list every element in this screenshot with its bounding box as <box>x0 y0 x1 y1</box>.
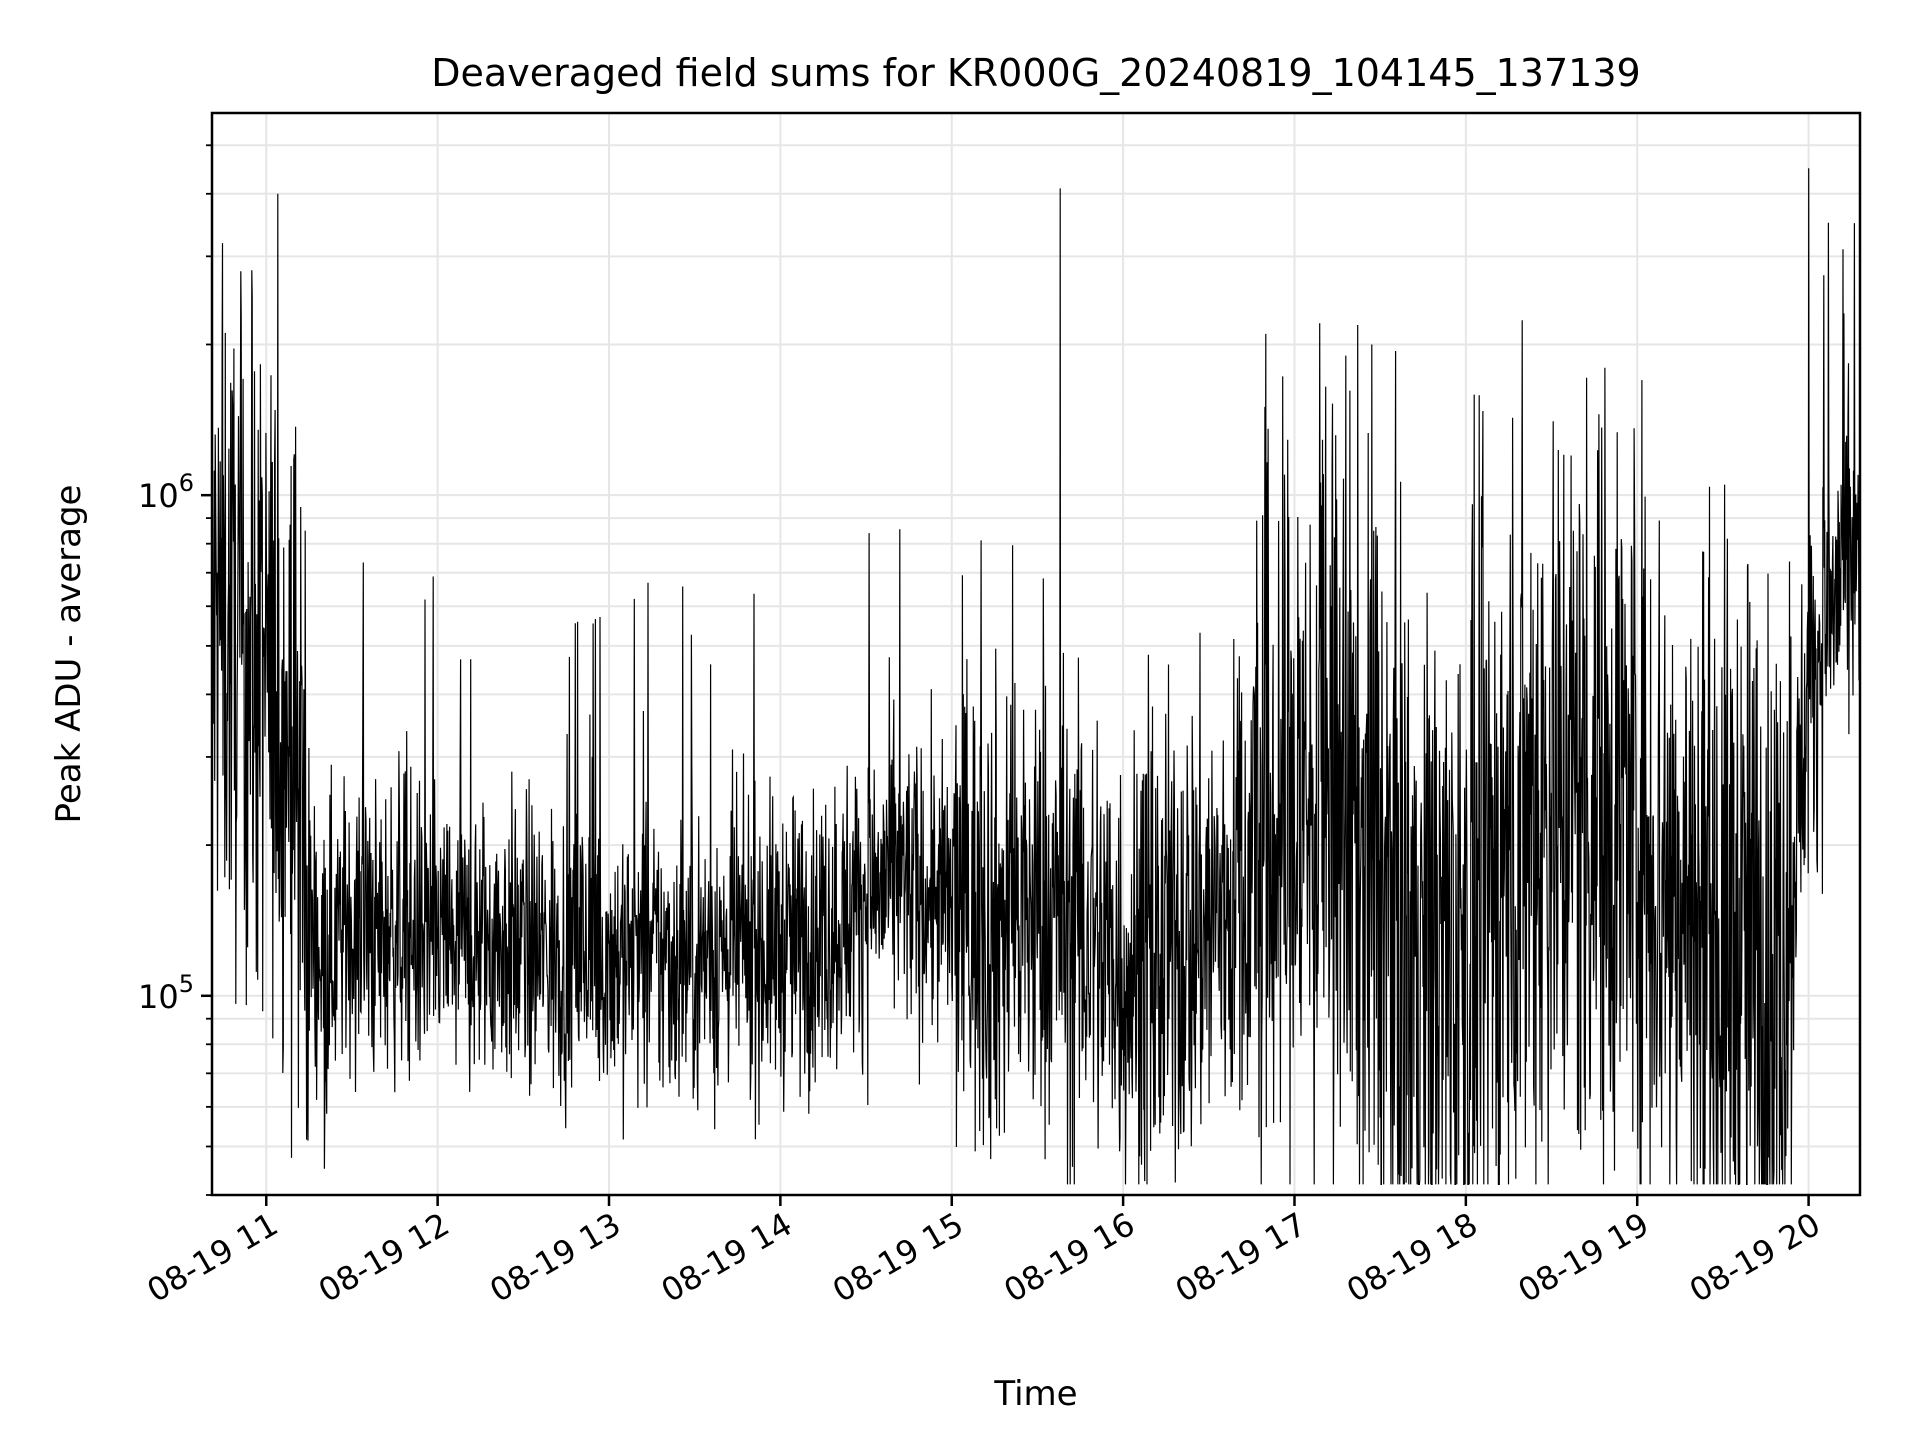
x-tick-label: 08-19 17 <box>1169 1205 1313 1310</box>
y-tick-label-base: 10 <box>138 477 179 515</box>
y-tick-label-exponent: 5 <box>179 970 194 998</box>
y-tick-label: 105 <box>138 970 194 1016</box>
series-line <box>211 168 1861 1185</box>
x-axis-label: Time <box>993 1374 1077 1414</box>
x-tick-label: 08-19 16 <box>998 1205 1142 1310</box>
x-tick-label: 08-19 20 <box>1683 1205 1827 1310</box>
plot-frame <box>210 111 1862 1197</box>
x-tick-label: 08-19 15 <box>826 1205 970 1310</box>
x-tick-label: 08-19 11 <box>141 1205 285 1310</box>
y-axis-label: Peak ADU - average <box>49 485 89 824</box>
x-tick-label: 08-19 13 <box>483 1205 627 1310</box>
chart-title: Deaveraged field sums for KR000G_2024081… <box>431 51 1640 95</box>
x-tick-label: 08-19 14 <box>655 1205 799 1310</box>
x-tick-label: 08-19 12 <box>312 1205 456 1310</box>
y-tick-label-exponent: 6 <box>179 469 194 497</box>
y-tick-label: 106 <box>138 469 194 515</box>
grid-lines <box>212 113 1860 1196</box>
data-series <box>211 168 1861 1185</box>
y-tick-label-base: 10 <box>138 978 179 1016</box>
x-tick-label: 08-19 18 <box>1340 1205 1484 1310</box>
x-tick-label: 08-19 19 <box>1512 1205 1656 1310</box>
